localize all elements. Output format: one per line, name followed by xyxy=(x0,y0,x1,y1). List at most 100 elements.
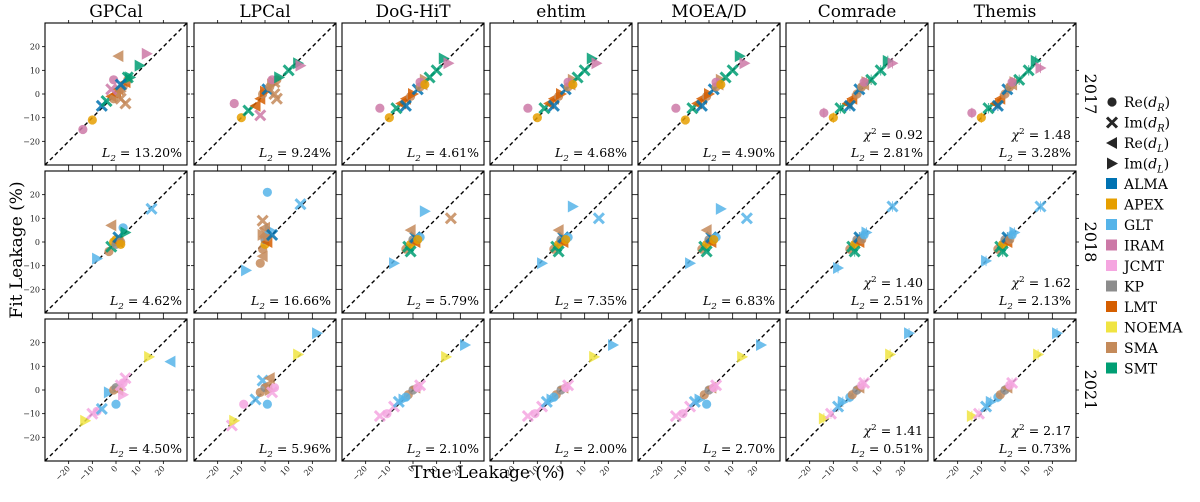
chi2-score: χ2 = 1.41 xyxy=(863,423,923,438)
data-point xyxy=(756,339,768,352)
data-point xyxy=(460,339,472,352)
legend-swatch xyxy=(1106,342,1117,353)
data-point xyxy=(716,79,726,90)
legend-swatch xyxy=(1106,280,1117,292)
data-point xyxy=(119,372,132,385)
data-point xyxy=(981,254,993,267)
data-point xyxy=(523,103,533,113)
l2-score: L2 = 4.90% xyxy=(702,145,775,164)
data-point xyxy=(671,103,681,113)
y-tick-label: 20 xyxy=(30,339,40,348)
x-tick-label: 20 xyxy=(302,464,316,478)
l2-score: L2 = 5.79% xyxy=(406,293,479,312)
data-point xyxy=(695,99,708,112)
data-point xyxy=(293,348,305,361)
data-point xyxy=(819,108,829,118)
panel: L2 = 3.28% χ2 = 1.48 xyxy=(931,20,1079,168)
data-point xyxy=(885,348,897,361)
column-title: Themis xyxy=(974,2,1037,22)
chi2-score: χ2 = 0.92 xyxy=(863,127,923,142)
y-tick-label: −10 xyxy=(23,262,40,271)
data-point xyxy=(680,115,690,125)
legend-station-label: IRAM xyxy=(1124,239,1165,255)
data-point xyxy=(726,64,739,77)
data-point xyxy=(444,212,457,225)
data-point xyxy=(414,379,427,392)
data-point xyxy=(694,393,706,406)
x-tick-label: 0 xyxy=(998,464,1008,474)
data-point xyxy=(239,399,249,409)
x-tick-label: 0 xyxy=(406,464,416,474)
data-point xyxy=(430,64,443,77)
data-point xyxy=(118,388,130,401)
data-point xyxy=(578,64,591,77)
l2-score: L2 = 4.68% xyxy=(554,145,627,164)
chi2-score: χ2 = 1.48 xyxy=(1011,127,1071,142)
l2-score: L2 = 5.96% xyxy=(258,441,331,460)
data-point xyxy=(549,392,559,402)
x-tick-label: −20 xyxy=(351,464,369,482)
l2-score: L2 = 4.50% xyxy=(109,441,182,460)
data-point xyxy=(262,187,272,197)
legend-marker-label: Im(dL) xyxy=(1124,157,1169,176)
data-point xyxy=(443,57,455,70)
data-point xyxy=(709,235,719,245)
data-point xyxy=(141,47,153,60)
y-tick-label: 0 xyxy=(35,90,40,99)
data-point xyxy=(591,57,603,70)
y-tick-label: −20 xyxy=(23,137,40,146)
legend-swatch xyxy=(1106,260,1117,271)
l2-score: L2 = 16.66% xyxy=(250,293,331,312)
y-tick-label: 10 xyxy=(30,214,40,223)
data-point xyxy=(740,212,753,225)
data-point xyxy=(734,50,746,63)
panel: L2 = 2.51% χ2 = 1.40 xyxy=(783,168,931,316)
legend-station-label: APEX xyxy=(1123,198,1164,214)
panel: −20 −10 0 10 20 L2 = 0.73% χ2 = 2.17 xyxy=(931,316,1079,482)
data-point xyxy=(114,78,127,91)
x-tick-label: 20 xyxy=(598,464,612,478)
data-point xyxy=(904,327,916,340)
panel: −20 −10 0 10 20 −20 −10 0 10 20 L2 = 4.50% xyxy=(23,316,190,482)
legend-station-label: SMT xyxy=(1124,362,1158,378)
y-tick-label: −10 xyxy=(23,410,40,419)
legend-station-label: LMT xyxy=(1124,300,1158,316)
data-point xyxy=(1007,77,1017,87)
data-point xyxy=(702,399,712,409)
y-axis-title: Fit Leakage (%) xyxy=(7,181,27,318)
column-title: DoG-HiT xyxy=(375,2,451,22)
x-tick-label: −20 xyxy=(795,464,813,482)
panel: −20 −10 0 10 20 L2 = 0.51% χ2 = 1.41 xyxy=(783,316,931,482)
data-point xyxy=(589,350,601,363)
x-tick-label: −20 xyxy=(54,464,72,482)
data-point xyxy=(262,399,272,409)
panel: L2 = 4.90% xyxy=(635,20,783,168)
panel-plot-area xyxy=(934,319,1076,461)
x-tick-label: 10 xyxy=(575,464,589,478)
panel: L2 = 6.83% xyxy=(635,168,783,316)
data-point xyxy=(1052,327,1064,340)
l2-score: L2 = 2.13% xyxy=(998,293,1071,312)
data-point xyxy=(547,99,560,112)
data-point xyxy=(592,212,605,225)
panel-plot-area xyxy=(45,319,187,461)
l2-score: L2 = 2.10% xyxy=(406,441,479,460)
data-point xyxy=(145,202,158,215)
l2-score: L2 = 9.24% xyxy=(258,145,331,164)
data-point xyxy=(375,103,385,113)
data-point xyxy=(241,264,253,277)
l2-score: L2 = 2.00% xyxy=(554,441,627,460)
x-tick-label: 10 xyxy=(723,464,737,478)
chi2-score: χ2 = 1.40 xyxy=(863,275,923,290)
data-point xyxy=(257,228,269,241)
legend-swatch xyxy=(1106,178,1117,189)
panel: L2 = 5.79% xyxy=(339,168,487,316)
legend: Re(dR) Im(dR)Re(dL) Im(dL)ALMA APEX GLT IRAM J… xyxy=(1105,95,1183,378)
data-point xyxy=(229,414,241,427)
x-axis-title: True Leakage (%) xyxy=(411,463,565,483)
x-tick-label: −10 xyxy=(966,464,984,482)
x-tick-label: 0 xyxy=(109,464,119,474)
legend-station-label: GLT xyxy=(1124,218,1153,234)
data-point xyxy=(552,224,564,237)
data-point xyxy=(1107,97,1117,107)
